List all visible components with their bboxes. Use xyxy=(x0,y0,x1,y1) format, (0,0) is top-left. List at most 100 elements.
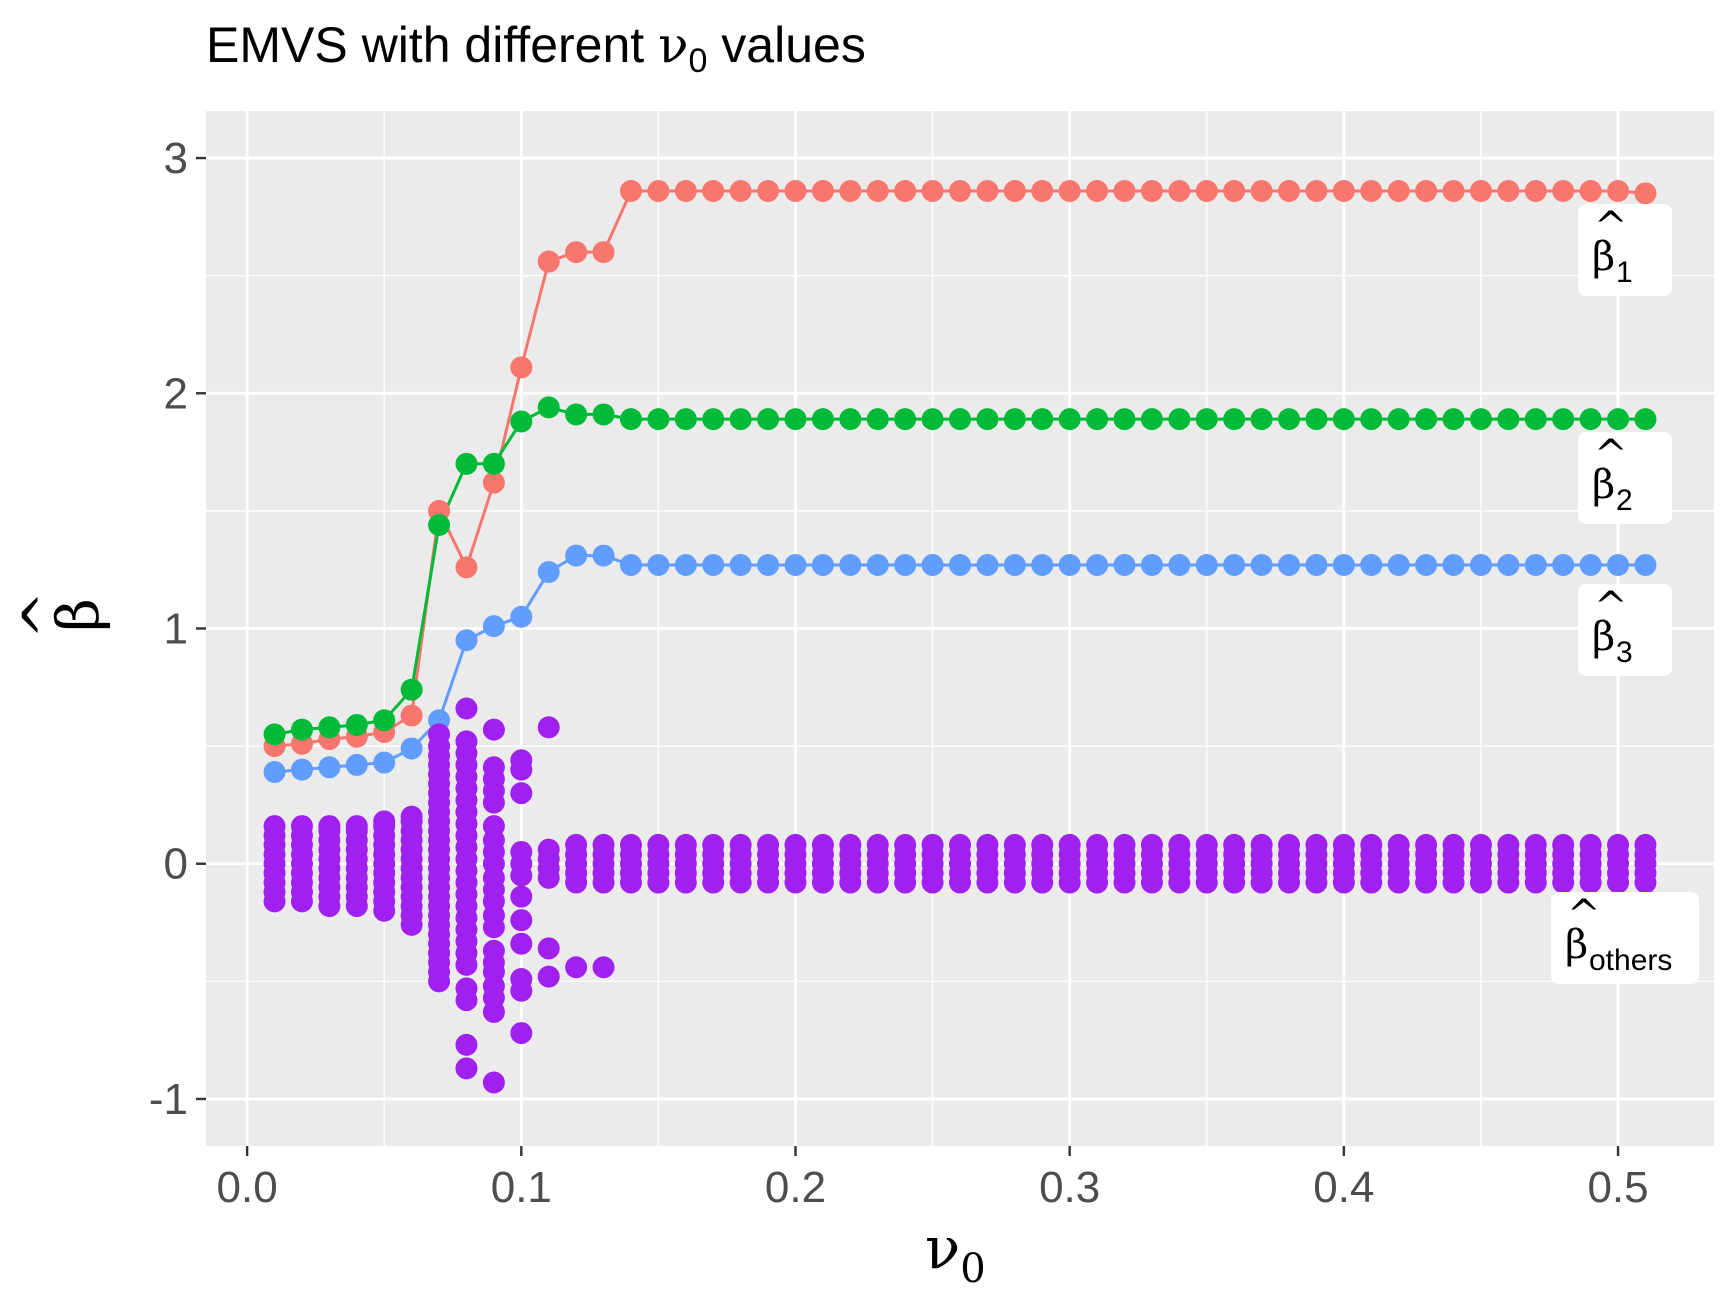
series-2-point xyxy=(592,403,615,426)
series-others-point xyxy=(537,937,560,960)
series-2-point xyxy=(290,718,313,741)
series-others-point xyxy=(811,833,834,856)
series-2-point xyxy=(1168,408,1191,431)
series-1-point xyxy=(1332,179,1355,202)
series-2-point xyxy=(647,408,670,431)
series-2-point xyxy=(428,514,451,536)
series-3-point xyxy=(1387,553,1410,576)
series-2-point xyxy=(263,723,286,746)
series-3-point xyxy=(592,544,615,567)
series-2-point xyxy=(1086,408,1109,431)
series-2-point xyxy=(949,408,971,431)
series-label-symbol: β xyxy=(1592,614,1615,660)
series-1-point xyxy=(1360,179,1383,202)
series-others-point xyxy=(1140,833,1163,856)
series-3-point xyxy=(290,758,313,781)
series-1-point xyxy=(619,179,642,202)
series-2-point xyxy=(318,716,341,739)
series-3-point xyxy=(345,753,368,776)
series-1-point xyxy=(1442,179,1465,202)
series-3-point xyxy=(565,544,588,567)
x-tick-label: 0.2 xyxy=(765,1163,826,1212)
series-2-point xyxy=(455,452,478,475)
series-2-point xyxy=(1058,408,1081,431)
series-others-point xyxy=(482,1071,505,1094)
series-2-point xyxy=(1415,408,1438,431)
series-others-point xyxy=(921,833,944,856)
x-tick-label: 0.5 xyxy=(1587,1163,1648,1212)
series-others-point xyxy=(510,909,533,932)
series-label-sub: others xyxy=(1589,944,1672,977)
series-3-point xyxy=(400,737,423,760)
series-2-point xyxy=(1305,408,1328,431)
series-2-point xyxy=(1223,408,1246,431)
x-axis-title-symbol: ν xyxy=(925,1214,960,1282)
series-2-point xyxy=(757,408,780,431)
series-label-1: β^ 1 xyxy=(1578,204,1672,296)
axis-ticks: 0.0 0.1 0.2 0.3 0.4 0.5 -1 0 1 2 3 xyxy=(149,134,1649,1212)
series-3-point xyxy=(1469,553,1492,576)
series-1-point xyxy=(976,179,999,202)
series-3-point xyxy=(1223,553,1246,576)
series-others-point xyxy=(1332,833,1355,856)
x-tick-label: 0.0 xyxy=(217,1163,278,1212)
series-1-point xyxy=(1113,179,1136,202)
series-label-3: β^ 3 xyxy=(1578,584,1672,676)
series-3-point xyxy=(1360,553,1383,576)
series-others-point xyxy=(1250,833,1273,856)
series-3-point xyxy=(1278,553,1301,576)
series-others-point xyxy=(1524,833,1547,856)
series-2-point xyxy=(702,408,725,431)
series-others-point xyxy=(1415,833,1438,856)
series-others-point xyxy=(1442,833,1465,856)
series-others-point xyxy=(619,833,642,856)
series-1-point xyxy=(400,704,423,727)
series-3-point xyxy=(537,561,560,584)
series-3-point xyxy=(1442,553,1465,576)
series-2-point xyxy=(811,408,834,431)
series-1-point xyxy=(757,179,780,202)
series-points xyxy=(263,179,1657,1094)
series-1-point xyxy=(811,179,834,202)
series-2-point xyxy=(1332,408,1355,431)
series-others-point xyxy=(537,838,560,861)
series-2-point xyxy=(1140,408,1163,431)
series-2-point xyxy=(1497,408,1520,431)
series-2-point xyxy=(1442,408,1465,431)
series-others-point xyxy=(1469,833,1492,856)
y-axis-title-symbol: β xyxy=(44,598,112,632)
series-others-point xyxy=(757,833,780,856)
series-1-point xyxy=(702,179,725,202)
series-1-point xyxy=(1497,179,1520,202)
series-others-point xyxy=(510,932,533,955)
series-others-point xyxy=(1387,833,1410,856)
series-1-point xyxy=(1415,179,1438,202)
series-3-point xyxy=(702,553,725,576)
series-2-point xyxy=(1031,408,1054,431)
series-2-point xyxy=(565,403,588,426)
series-1-point xyxy=(1634,182,1657,205)
series-1-point xyxy=(482,471,505,494)
series-others-point xyxy=(345,815,368,838)
series-1-point xyxy=(784,179,807,202)
series-others-point xyxy=(510,782,533,805)
series-label-hat: ^ xyxy=(1567,892,1601,938)
series-others-point xyxy=(674,833,697,856)
series-3-point xyxy=(674,553,697,576)
series-2-point xyxy=(921,408,944,431)
series-others-point xyxy=(565,833,588,856)
series-3-point xyxy=(1497,553,1520,576)
series-3-point xyxy=(1140,553,1163,576)
series-3-point xyxy=(373,751,396,774)
series-1-point xyxy=(565,241,588,264)
series-2-point xyxy=(1113,408,1136,431)
series-others-point xyxy=(949,833,971,856)
series-3-point xyxy=(1003,553,1026,576)
series-label-symbol: β xyxy=(1565,922,1588,968)
series-3-point xyxy=(811,553,834,576)
series-others-point xyxy=(537,965,560,988)
series-2-point xyxy=(1524,408,1547,431)
series-others-point xyxy=(839,833,862,856)
series-label-box xyxy=(1551,892,1699,984)
